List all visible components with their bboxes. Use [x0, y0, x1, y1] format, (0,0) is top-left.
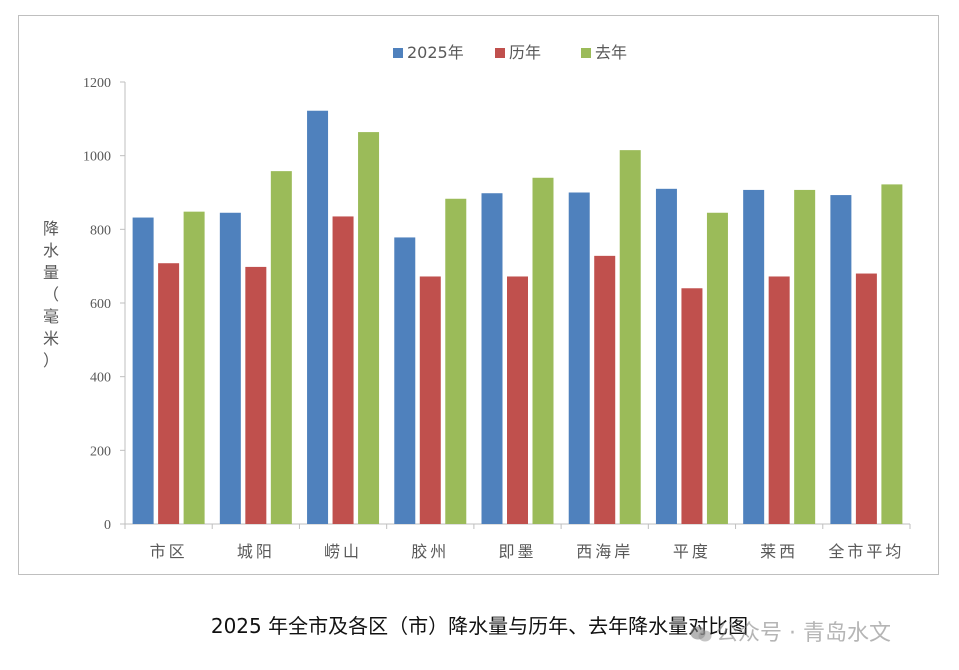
watermark: 公众号 · 青岛水文 — [690, 615, 891, 647]
bar-崂山-2025年 — [307, 110, 329, 524]
y-tick-label: 0 — [104, 518, 111, 533]
bar-城阳-去年 — [270, 171, 292, 525]
y-tick-label: 800 — [90, 223, 111, 238]
x-tick-label: 全市平均 — [828, 542, 904, 561]
bar-莱西-历年 — [768, 276, 790, 524]
bar-城阳-历年 — [245, 266, 267, 524]
y-tick-label: 1000 — [83, 150, 111, 165]
y-axis-label-char: 水 — [43, 241, 59, 260]
bar-胶州-历年 — [419, 276, 441, 524]
bar-即墨-历年 — [507, 276, 528, 524]
x-tick-label: 平度 — [673, 542, 711, 561]
bar-莱西-去年 — [794, 189, 816, 524]
bar-平度-2025年 — [655, 188, 677, 525]
legend-swatch-历年 — [495, 48, 505, 58]
x-tick-label: 胶州 — [411, 542, 449, 561]
bar-莱西-2025年 — [743, 189, 765, 524]
bar-市区-历年 — [158, 263, 180, 524]
bar-西海岸-2025年 — [568, 192, 590, 524]
bar-胶州-去年 — [445, 198, 467, 525]
wechat-icon — [690, 626, 712, 642]
bar-chart: 0 200 400 600 800 1000 1200 降水量 （ 毫米 ） 市区 城阳 崂山 胶州 即墨 西海… — [43, 43, 911, 561]
legend-label-去年: 去年 — [595, 43, 627, 62]
y-axis-label-char: 毫 — [43, 307, 59, 326]
legend-label-2025年: 2025年 — [407, 43, 464, 62]
bar-崂山-历年 — [332, 216, 354, 525]
x-tick-label: 即墨 — [498, 542, 536, 561]
bar-西海岸-历年 — [594, 255, 616, 524]
legend-swatch-2025年 — [393, 48, 403, 58]
x-tick-label: 城阳 — [237, 542, 275, 561]
bar-即墨-去年 — [532, 177, 554, 524]
bar-全市平均-历年 — [855, 273, 877, 524]
bar-市区-去年 — [183, 211, 205, 525]
bar-平度-历年 — [681, 288, 703, 524]
bar-全市平均-2025年 — [830, 195, 852, 524]
bar-平度-去年 — [706, 212, 728, 524]
bar-全市平均-去年 — [881, 184, 903, 524]
x-tick-label: 市区 — [150, 542, 188, 561]
legend-label-历年: 历年 — [509, 43, 541, 62]
bar-崂山-去年 — [358, 132, 380, 524]
x-tick-label: 西海岸 — [576, 542, 633, 561]
y-tick-label: 200 — [90, 444, 111, 459]
y-axis-label-char: 米 — [43, 329, 59, 348]
y-axis-label-char: ） — [43, 351, 59, 370]
chart-caption: 2025 年全市及各区（市）降水量与历年、去年降水量对比图 — [210, 614, 749, 638]
legend-swatch-去年 — [581, 48, 591, 58]
y-axis-label-char: （ — [43, 285, 59, 304]
y-tick-label: 600 — [90, 297, 111, 312]
x-tick-label: 崂山 — [324, 542, 362, 561]
bar-即墨-2025年 — [481, 193, 503, 524]
bar-市区-2025年 — [132, 217, 154, 524]
bar-胶州-2025年 — [394, 237, 416, 525]
bar-西海岸-去年 — [619, 150, 641, 524]
y-tick-label: 400 — [90, 371, 111, 386]
y-tick-label: 1200 — [83, 76, 111, 91]
x-tick-label: 莱西 — [760, 542, 798, 561]
watermark-text: 公众号 · 青岛水文 — [716, 621, 891, 646]
y-axis-label-char: 降 — [43, 219, 59, 238]
chart-frame: 0 200 400 600 800 1000 1200 降水量 （ 毫米 ） 市区 城阳 崂山 胶州 即墨 西海… — [18, 15, 939, 575]
y-axis-label-char: 量 — [43, 263, 59, 282]
bar-城阳-2025年 — [219, 212, 241, 524]
